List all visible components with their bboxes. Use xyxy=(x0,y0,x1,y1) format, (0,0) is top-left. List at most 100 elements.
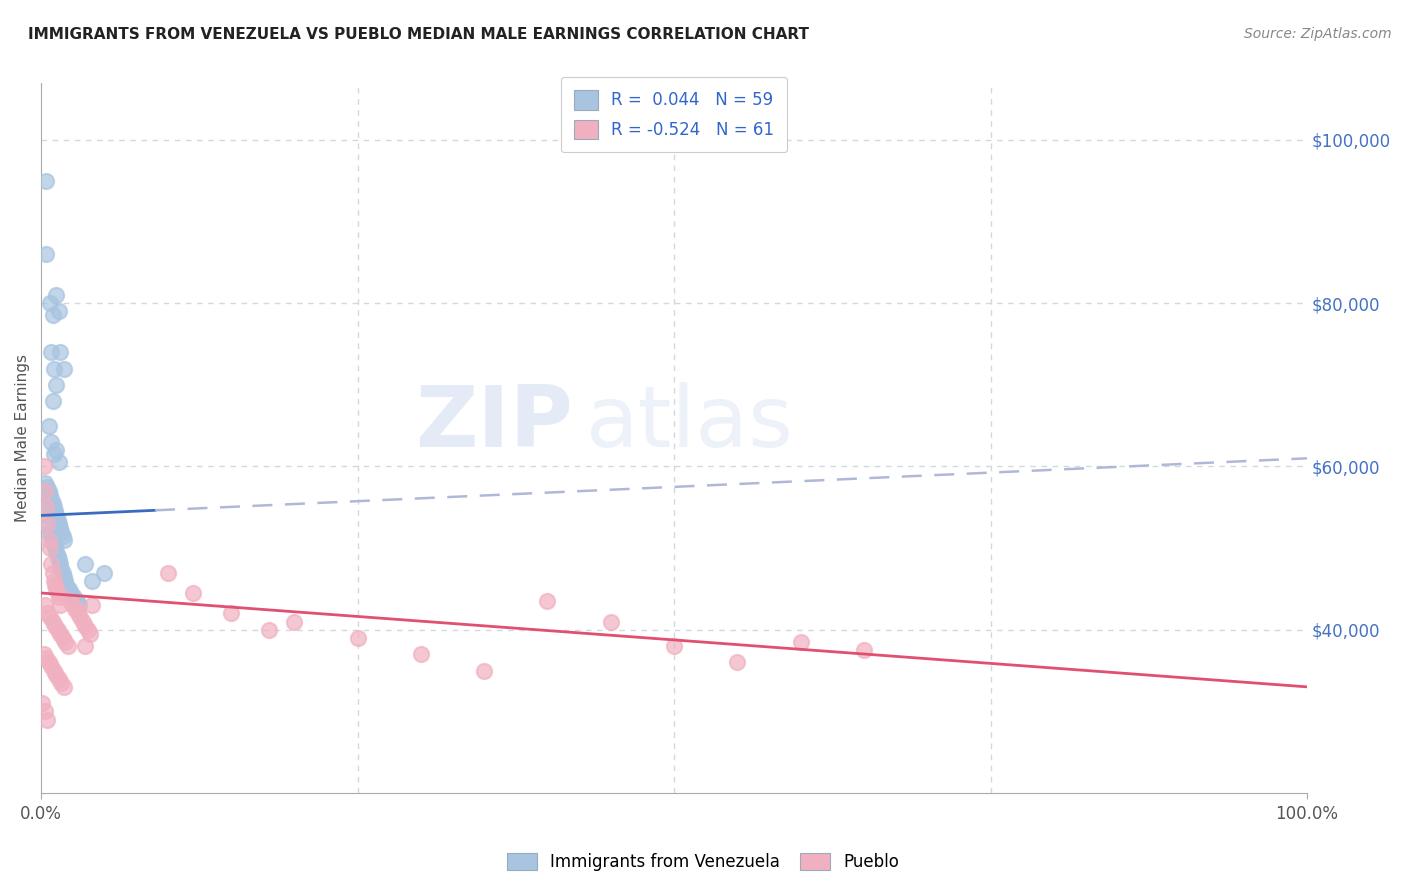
Point xyxy=(41,615,63,629)
Text: atlas: atlas xyxy=(585,382,793,466)
Point xyxy=(39,610,62,624)
Point xyxy=(41,533,63,547)
Point xyxy=(42,574,65,588)
Point xyxy=(662,639,685,653)
Point xyxy=(46,623,69,637)
Point xyxy=(44,618,66,632)
Point xyxy=(38,516,60,531)
Point xyxy=(34,599,56,613)
Point xyxy=(42,361,65,376)
Point xyxy=(283,615,305,629)
Point xyxy=(44,578,66,592)
Point xyxy=(32,647,55,661)
Point xyxy=(39,492,62,507)
Point xyxy=(46,549,69,564)
Point xyxy=(41,309,63,323)
Point xyxy=(34,475,56,490)
Point xyxy=(39,558,62,572)
Legend: R =  0.044   N = 59, R = -0.524   N = 61: R = 0.044 N = 59, R = -0.524 N = 61 xyxy=(561,77,787,153)
Point xyxy=(45,582,67,596)
Point xyxy=(219,607,242,621)
Point xyxy=(53,635,76,649)
Point xyxy=(52,566,75,580)
Point xyxy=(409,647,432,661)
Point xyxy=(52,569,75,583)
Point xyxy=(44,541,66,555)
Point xyxy=(79,627,101,641)
Point xyxy=(35,247,58,261)
Point xyxy=(69,610,91,624)
Point xyxy=(32,459,55,474)
Point xyxy=(37,713,59,727)
Point xyxy=(52,631,75,645)
Point xyxy=(52,680,75,694)
Point xyxy=(39,435,62,450)
Point xyxy=(32,483,55,498)
Point xyxy=(48,590,70,604)
Point xyxy=(42,664,65,678)
Point xyxy=(39,659,62,673)
Point xyxy=(66,607,89,621)
Point xyxy=(93,566,115,580)
Point xyxy=(49,627,72,641)
Point xyxy=(37,607,59,621)
Point xyxy=(156,566,179,580)
Point xyxy=(67,599,90,613)
Point xyxy=(75,618,97,632)
Point xyxy=(38,533,60,547)
Point xyxy=(536,594,558,608)
Point xyxy=(34,483,56,498)
Point xyxy=(39,345,62,359)
Point xyxy=(42,447,65,461)
Point xyxy=(52,533,75,547)
Point xyxy=(48,304,70,318)
Point xyxy=(80,599,103,613)
Point xyxy=(35,500,58,515)
Point xyxy=(44,504,66,518)
Point xyxy=(39,529,62,543)
Point xyxy=(48,553,70,567)
Point xyxy=(472,664,495,678)
Point xyxy=(75,558,97,572)
Point xyxy=(52,529,75,543)
Text: IMMIGRANTS FROM VENEZUELA VS PUEBLO MEDIAN MALE EARNINGS CORRELATION CHART: IMMIGRANTS FROM VENEZUELA VS PUEBLO MEDI… xyxy=(28,27,808,42)
Point xyxy=(60,586,83,600)
Point xyxy=(45,377,67,392)
Point xyxy=(346,631,368,645)
Point xyxy=(80,574,103,588)
Text: ZIP: ZIP xyxy=(415,382,572,466)
Text: Source: ZipAtlas.com: Source: ZipAtlas.com xyxy=(1244,27,1392,41)
Point xyxy=(49,599,72,613)
Point xyxy=(56,639,79,653)
Point xyxy=(72,615,94,629)
Point xyxy=(55,578,77,592)
Point xyxy=(38,656,60,670)
Point xyxy=(45,667,67,681)
Point xyxy=(48,455,70,469)
Point xyxy=(42,500,65,515)
Point xyxy=(49,521,72,535)
Point xyxy=(37,480,59,494)
Point xyxy=(41,496,63,510)
Point xyxy=(49,345,72,359)
Point xyxy=(46,586,69,600)
Legend: Immigrants from Venezuela, Pueblo: Immigrants from Venezuela, Pueblo xyxy=(499,845,907,880)
Point xyxy=(38,483,60,498)
Point xyxy=(181,586,204,600)
Point xyxy=(58,582,80,596)
Point xyxy=(48,672,70,686)
Point xyxy=(48,516,70,531)
Point xyxy=(63,590,86,604)
Point xyxy=(37,508,59,523)
Point xyxy=(41,566,63,580)
Point xyxy=(37,516,59,531)
Point xyxy=(75,639,97,653)
Y-axis label: Median Male Earnings: Median Male Earnings xyxy=(15,354,30,522)
Point xyxy=(46,512,69,526)
Point xyxy=(45,545,67,559)
Point xyxy=(257,623,280,637)
Point xyxy=(45,443,67,458)
Point xyxy=(65,594,87,608)
Point xyxy=(59,594,82,608)
Point xyxy=(49,558,72,572)
